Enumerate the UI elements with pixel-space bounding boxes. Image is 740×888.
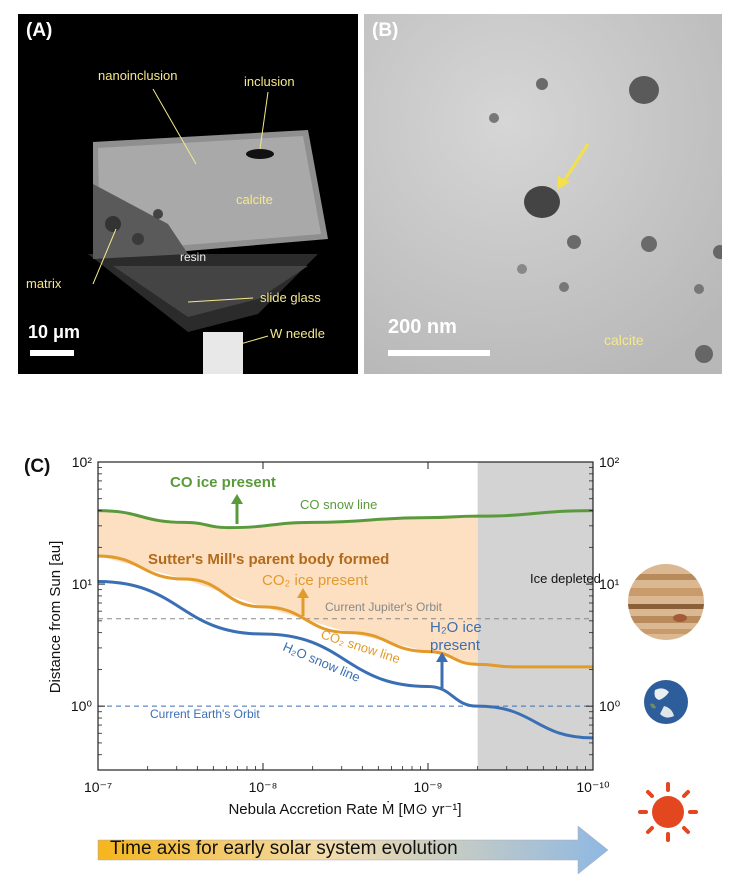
time-axis-label: Time axis for early solar system evoluti… [110,838,458,859]
panel-b-calcite-label: calcite [604,332,644,348]
nanoinclusion-particle [489,113,499,123]
jupiter-orbit-label: Current Jupiter's Orbit [325,600,443,614]
nanoinclusion-particle [559,282,569,292]
co2-ice-region [98,510,478,665]
series-line-2 [97,554,593,669]
y-tick-label-right: 10² [599,454,620,470]
nanoinclusion-pointer [152,88,197,165]
co2-ice-arrow [297,588,309,616]
parent-body-label: Sutter's Mill's parent body formed [148,551,389,568]
panel-a-scale-label: 10 μm [28,322,81,342]
h2o-ice-arrow [436,652,448,688]
panel-a-scale-bar [30,350,74,356]
x-tick-label: 10⁻⁷ [84,779,112,795]
inclusion-pointer [259,91,269,150]
pointer-arrow-head [557,176,570,190]
panel-a-label: (A) [26,20,53,41]
earth-orbit-label: Current Earth's Orbit [150,707,260,721]
y-tick-label-left: 10² [72,454,93,470]
panel-c-label: (C) [24,456,50,477]
x-axis-label: Nebula Accretion Rate Ṁ [M⊙ yr⁻¹] [228,800,461,818]
w-needle-shape [203,332,243,374]
panel-b-label: (B) [372,20,399,41]
panel-c: (C) 10⁻⁷ 10⁻⁸ 10⁻⁹ 10⁻¹⁰ 10⁰ 10⁰ 10¹ 10¹ 10² 10² … [0,440,740,888]
inclusion-shape [246,149,274,159]
resin-label: resin [180,250,207,264]
h2o-ice-present-label-1: H₂O ice [430,619,482,636]
nanoinclusion-particle [695,345,713,363]
nanoinclusion-particle [713,245,722,259]
y-tick-label-right: 10¹ [599,576,620,592]
resin-area [113,266,308,317]
calcite-label: calcite [236,192,273,207]
nanoinclusion-particle [567,235,581,249]
plot-frame [97,461,594,771]
nanoinclusion-particle [536,78,548,90]
slide-glass-label: slide glass [260,290,321,305]
matrix-speck [153,209,163,219]
panel-a: (A) nanoinclusion inclusion calcite resi… [18,14,358,374]
series-line-1 [97,509,594,530]
nanoinclusion-particle [694,284,704,294]
co-ice-present-label: CO ice present [170,474,276,491]
matrix-speck [132,233,144,245]
ice-depleted-region [477,462,593,770]
matrix-label: matrix [26,276,62,291]
x-tick-label: 10⁻⁸ [249,779,278,795]
ice-depleted-label: Ice depleted [530,571,601,586]
matrix-pointer [92,228,117,285]
pointer-arrow-line [560,143,590,185]
y-tick-label-right: 10⁰ [599,698,621,714]
inclusion-label: inclusion [244,74,295,89]
nanoinclusion-particle [641,236,657,252]
y-axis-label: Distance from Sun [au] [47,541,64,694]
nanoinclusion-particle [517,264,527,274]
w-needle-label: W needle [270,326,325,341]
ticks-group: 10⁻⁷ 10⁻⁸ 10⁻⁹ 10⁻¹⁰ 10⁰ 10⁰ 10¹ 10¹ 10² 10² [71,454,621,795]
target-nanoinclusion [524,186,560,218]
nanoinclusion-particle [629,76,659,104]
series-group [97,509,594,740]
co2-ice-present-label: CO₂ ice present [262,572,369,589]
panel-b-scale-label: 200 nm [388,316,457,338]
panel-a-image [88,88,328,374]
time-axis-arrow [97,825,609,875]
x-tick-label: 10⁻¹⁰ [576,779,610,795]
slide-glass-pointer [187,297,254,303]
matrix-speck [105,216,121,232]
y-tick-label-left: 10¹ [72,576,93,592]
x-tick-label: 10⁻⁹ [414,779,443,795]
panel-b-image [364,14,722,374]
co-ice-arrow [231,494,243,524]
series-line-3 [97,579,594,740]
h2o-ice-present-label-2: present [430,637,481,654]
sun-icon [638,782,698,842]
panel-b: (B) 200 nm calcite [364,14,722,374]
jupiter-icon [628,564,704,640]
nanoinclusion-label: nanoinclusion [98,68,178,83]
matrix-area [93,184,188,259]
panel-b-scale-bar [388,350,490,356]
y-tick-label-left: 10⁰ [71,698,93,714]
earth-icon [644,680,688,724]
co-snow-line-label: CO snow line [300,497,377,512]
